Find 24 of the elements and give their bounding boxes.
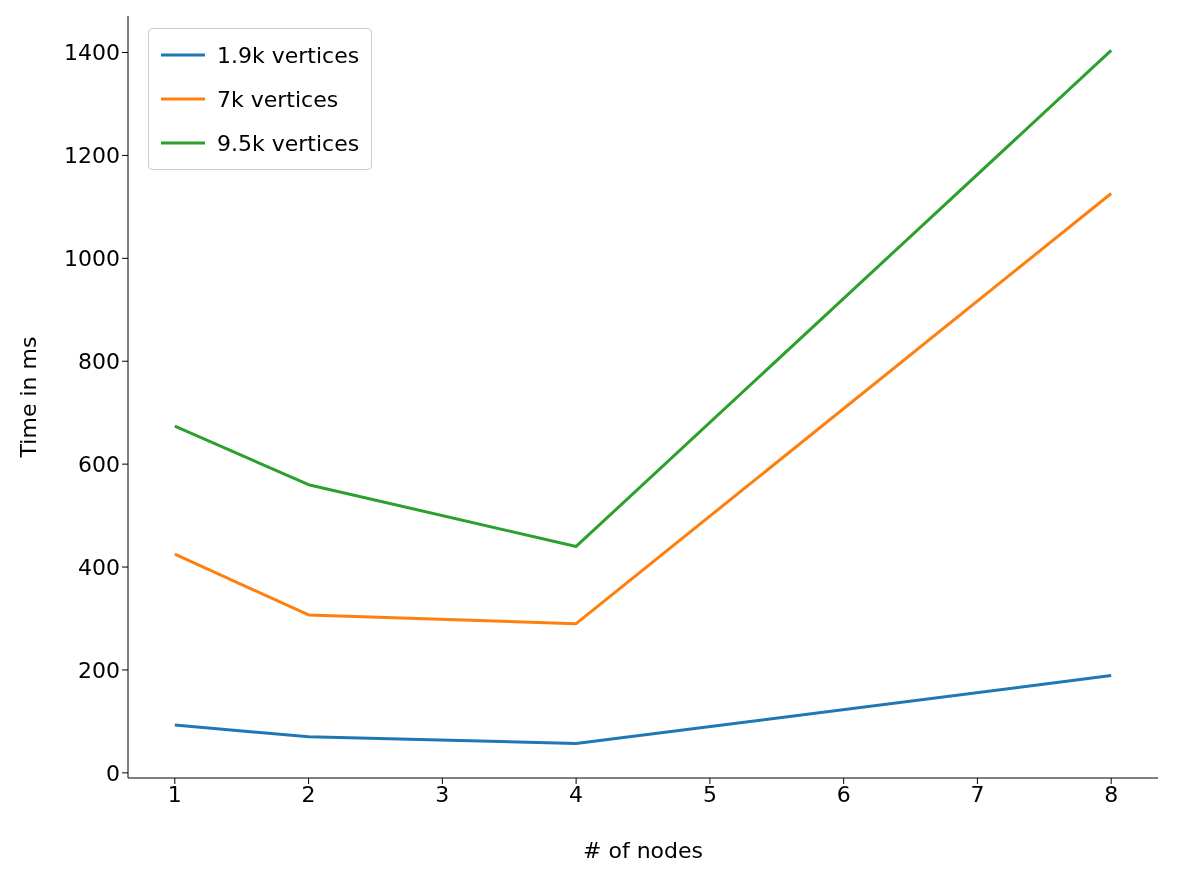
y-axis-title: Time in ms: [15, 336, 41, 459]
x-tick-label: 4: [569, 781, 584, 807]
y-tick-label: 0: [106, 760, 120, 786]
line-series: [173, 192, 1113, 626]
x-tick-label: 3: [435, 781, 450, 807]
legend-label: 7k vertices: [217, 86, 339, 112]
line-series: [173, 48, 1113, 548]
x-tick-label: 6: [836, 781, 851, 807]
x-axis-title: # of nodes: [583, 838, 703, 863]
y-tick-label: 600: [78, 451, 120, 477]
y-tick-label: 1400: [64, 40, 120, 66]
y-tick-label: 1000: [64, 246, 120, 272]
x-tick-label: 8: [1104, 781, 1119, 807]
legend-label: 1.9k vertices: [217, 42, 360, 68]
y-tick-label: 800: [78, 349, 120, 375]
y-tick-label: 1200: [64, 143, 120, 169]
x-tick-label: 1: [167, 781, 182, 807]
line-series: [173, 674, 1113, 746]
x-tick-label: 5: [702, 781, 717, 807]
y-tick-label: 400: [78, 554, 120, 580]
x-tick-label: 7: [970, 781, 985, 807]
x-tick-label: 2: [301, 781, 316, 807]
y-tick-label: 200: [78, 657, 120, 683]
legend-label: 9.5k vertices: [217, 130, 360, 156]
